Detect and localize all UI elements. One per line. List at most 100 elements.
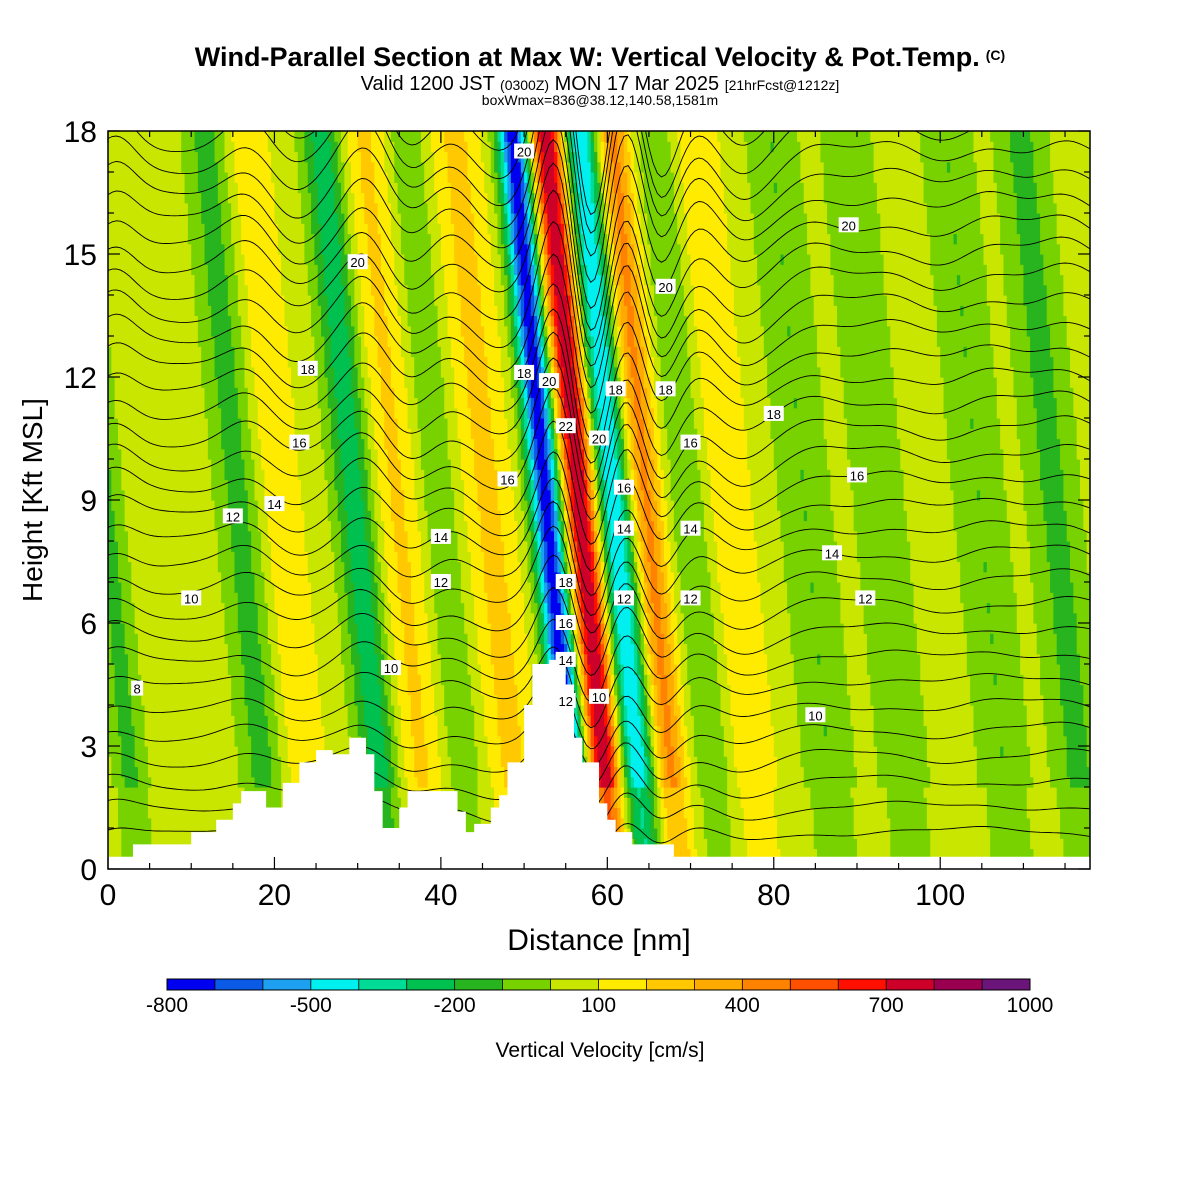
velocity-cell xyxy=(587,305,592,317)
velocity-cell xyxy=(384,602,392,614)
velocity-cell xyxy=(374,161,385,173)
velocity-cell xyxy=(327,489,339,501)
velocity-cell xyxy=(384,541,395,552)
velocity-cell xyxy=(580,694,585,706)
velocity-cell xyxy=(564,264,568,276)
velocity-cell xyxy=(114,520,126,532)
velocity-cell xyxy=(457,418,472,429)
velocity-cell xyxy=(627,233,632,245)
velocity-cell xyxy=(580,448,585,460)
velocity-cell xyxy=(946,438,1001,450)
velocity-cell xyxy=(650,438,655,450)
velocity-cell xyxy=(584,725,588,737)
velocity-cell xyxy=(537,315,542,327)
velocity-cell xyxy=(417,407,445,419)
velocity-cell xyxy=(660,807,668,819)
velocity-cell xyxy=(344,684,355,696)
velocity-cell xyxy=(424,602,435,614)
velocity-cell xyxy=(647,766,652,778)
velocity-cell xyxy=(487,223,499,235)
velocity-cell xyxy=(127,653,139,665)
velocity-cell xyxy=(434,274,445,286)
velocity-cell xyxy=(507,592,525,604)
velocity-cell xyxy=(657,694,662,706)
velocity-cell xyxy=(221,213,232,224)
velocity-cell xyxy=(540,561,545,573)
velocity-cell xyxy=(550,315,555,327)
velocity-cell xyxy=(886,787,925,798)
velocity-cell xyxy=(663,653,672,665)
velocity-cell xyxy=(603,807,612,819)
velocity-cell xyxy=(657,582,665,593)
velocity-cell xyxy=(580,653,585,665)
velocity-cell xyxy=(530,264,535,276)
velocity-cell xyxy=(603,223,608,235)
velocity-cell xyxy=(400,602,415,614)
velocity-cell xyxy=(397,202,429,214)
velocity-cell xyxy=(530,541,535,552)
velocity-cell xyxy=(613,213,618,224)
velocity-cell xyxy=(380,694,389,706)
velocity-cell xyxy=(524,489,529,501)
velocity-cell xyxy=(108,356,112,368)
velocity-cell xyxy=(677,223,688,235)
velocity-cell xyxy=(547,274,552,286)
velocity-cell xyxy=(234,377,246,388)
velocity-cell xyxy=(637,295,642,306)
velocity-cell xyxy=(1060,264,1090,276)
velocity-cell xyxy=(464,489,479,501)
velocity-cell xyxy=(613,438,618,450)
velocity-cell xyxy=(547,612,552,624)
velocity-cell xyxy=(507,264,512,276)
velocity-cell xyxy=(603,674,608,686)
velocity-cell xyxy=(793,397,798,409)
velocity-cell xyxy=(317,274,325,286)
velocity-cell xyxy=(344,223,349,235)
velocity-cell xyxy=(653,356,662,368)
velocity-cell xyxy=(507,346,515,358)
velocity-cell xyxy=(197,315,212,327)
velocity-cell xyxy=(234,366,246,378)
velocity-cell xyxy=(617,766,622,778)
velocity-cell xyxy=(321,438,332,450)
velocity-cell xyxy=(261,448,299,460)
velocity-cell xyxy=(960,571,1015,583)
velocity-cell xyxy=(610,612,615,624)
velocity-cell xyxy=(637,612,642,624)
velocity-cell xyxy=(1003,284,1025,296)
velocity-cell xyxy=(1060,807,1090,819)
velocity-cell xyxy=(584,346,588,358)
velocity-cell xyxy=(387,592,402,604)
velocity-cell xyxy=(623,366,628,378)
velocity-cell xyxy=(364,438,369,450)
velocity-cell xyxy=(833,520,855,532)
velocity-cell xyxy=(1020,438,1038,450)
velocity-cell xyxy=(1033,397,1058,409)
velocity-cell xyxy=(197,172,219,183)
velocity-cell xyxy=(790,325,818,337)
velocity-cell xyxy=(647,756,652,768)
velocity-cell xyxy=(570,182,575,194)
velocity-cell xyxy=(637,305,645,317)
velocity-cell xyxy=(227,643,242,655)
velocity-cell xyxy=(377,448,389,460)
velocity-cell xyxy=(137,766,149,778)
velocity-cell xyxy=(317,664,345,675)
velocity-cell xyxy=(474,213,489,224)
velocity-cell xyxy=(354,612,375,624)
velocity-cell xyxy=(680,274,692,286)
velocity-cell xyxy=(597,213,602,224)
velocity-cell xyxy=(417,397,445,409)
velocity-cell xyxy=(227,664,246,675)
velocity-cell xyxy=(690,356,702,368)
velocity-cell xyxy=(357,377,365,388)
velocity-cell xyxy=(560,520,565,532)
velocity-cell xyxy=(397,418,409,429)
velocity-cell xyxy=(657,459,662,470)
velocity-cell xyxy=(903,479,951,491)
velocity-cell xyxy=(480,817,499,829)
velocity-cell xyxy=(374,182,389,194)
velocity-cell xyxy=(520,428,525,440)
velocity-cell xyxy=(590,172,595,183)
velocity-cell xyxy=(217,182,229,194)
